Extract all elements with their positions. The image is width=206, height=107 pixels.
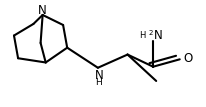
Text: N: N: [38, 4, 47, 17]
Text: 2: 2: [149, 30, 153, 36]
Text: N: N: [95, 69, 103, 82]
Text: N: N: [154, 29, 163, 42]
Text: H: H: [96, 77, 102, 87]
Text: H: H: [139, 30, 145, 39]
Text: O: O: [183, 52, 192, 65]
